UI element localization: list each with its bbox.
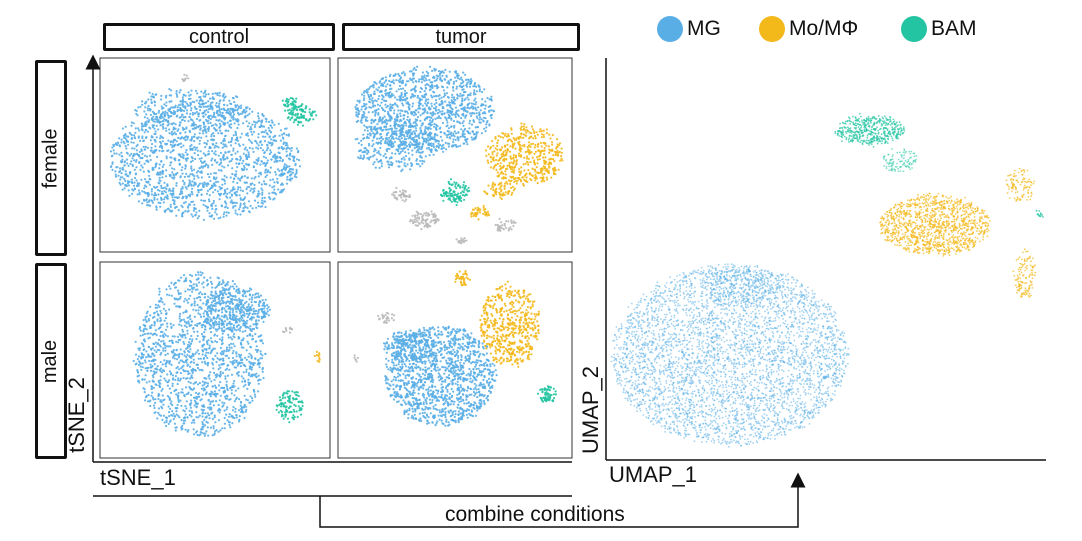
umap-cluster-mo [879,192,991,257]
cluster-other-female-tumor [408,210,440,231]
cluster-mo-male-tumor-b [454,270,471,287]
umap-cluster-bam [834,112,906,148]
cluster-other-female-control [181,73,190,82]
column-label-tumor: tumor [435,25,487,48]
umap-cluster-bam-dot [1035,209,1044,218]
panel-female-control [99,57,331,253]
legend-item-mo: Mo/MΦ [759,16,858,42]
legend-swatch-mg [657,16,683,42]
cluster-mg-female-control-top [134,88,246,133]
cluster-other-male-control [281,326,294,334]
tsne-y-label-text: tSNE_2 [64,377,90,453]
legend-swatch-bam [901,16,927,42]
cluster-mg-male-control [132,271,267,437]
umap-cluster-bam-tail [882,148,918,173]
cluster-mg-female-tumor [354,65,496,154]
cluster-other-male-tumor-b [353,354,359,363]
cluster-mg-male-control-b [200,287,271,335]
umap-cluster-mo-arm-b [1005,167,1036,202]
cluster-bam-female-control [284,103,318,127]
cluster-bam-male-control [275,390,304,424]
umap-x-label: UMAP_1 [609,462,698,487]
cluster-bam-female-tumor [439,178,471,207]
umap-y-label-text: UMAP_2 [578,365,604,455]
row-header-female: female [35,60,67,256]
tsne-y-label: tSNE_2 [62,370,92,460]
tsne-x-label: tSNE_1 [100,465,176,490]
cluster-mg-female-control [109,101,302,221]
row-header-male: male [35,263,67,459]
combine-conditions-label: combine conditions [445,503,625,526]
cluster-bam-male-tumor [536,385,558,403]
legend-label-mg: MG [687,17,721,40]
cluster-mo-female-tumor-c [469,204,491,221]
cluster-other-female-tumor-b [391,186,412,203]
panel-male-tumor [337,261,573,459]
column-header-control: control [103,23,335,51]
umap-y-label: UMAP_2 [576,360,606,460]
cluster-mo-female-tumor-b [483,180,516,201]
cluster-other-female-tumor-c [494,217,517,232]
legend-item-bam: BAM [901,16,977,42]
legend-item-mg: MG [657,16,721,42]
cluster-mo-male-control [313,350,321,363]
cluster-mg-male-tumor [384,325,498,427]
cluster-mo-male-tumor [479,280,541,368]
cluster-bam-female-control-b [281,97,298,109]
flow-arrow [319,472,806,528]
cluster-other-female-tumor-d [455,237,468,245]
umap-cluster-mg [610,263,850,448]
cluster-mg-male-tumor-b [382,329,436,362]
panel-female-tumor [337,57,573,253]
column-header-tumor: tumor [342,23,580,51]
cluster-mg-female-tumor-b [354,118,437,173]
legend-label-bam: BAM [931,17,977,40]
column-label-control: control [188,25,250,48]
cluster-other-male-tumor [377,311,396,324]
cluster-mo-female-tumor [484,122,564,187]
legend-swatch-mo [759,16,785,42]
panel-male-control [99,261,331,459]
umap-cluster-mg-top [700,264,781,307]
legend-label-mo: Mo/MΦ [789,17,859,40]
umap-cluster-mo-arm [1012,248,1037,298]
